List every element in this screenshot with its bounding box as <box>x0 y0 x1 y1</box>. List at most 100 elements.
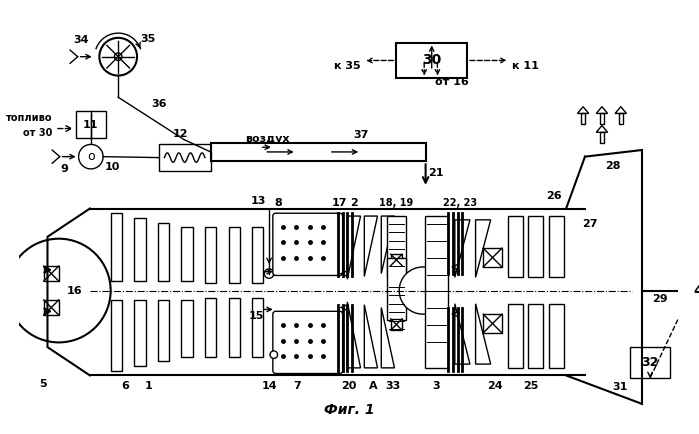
Text: 3: 3 <box>433 381 440 391</box>
Circle shape <box>115 53 122 60</box>
Text: 31: 31 <box>612 381 628 391</box>
Text: Фиг. 1: Фиг. 1 <box>324 403 375 417</box>
Text: 17: 17 <box>332 197 347 208</box>
Polygon shape <box>205 298 216 357</box>
Polygon shape <box>110 213 122 281</box>
Text: 18, 19: 18, 19 <box>380 197 414 208</box>
Bar <box>600 113 604 124</box>
Bar <box>581 113 585 124</box>
Polygon shape <box>158 223 169 281</box>
Text: 5: 5 <box>39 379 47 389</box>
Circle shape <box>7 239 110 342</box>
Bar <box>387 216 406 277</box>
Bar <box>396 43 467 79</box>
Bar <box>44 300 59 315</box>
Text: от 30: от 30 <box>23 128 52 138</box>
Text: 12: 12 <box>172 129 188 139</box>
Text: 1: 1 <box>145 381 152 391</box>
Text: к 35: к 35 <box>334 61 361 71</box>
Text: 26: 26 <box>546 191 561 201</box>
Polygon shape <box>181 227 193 281</box>
Bar <box>44 266 59 281</box>
Polygon shape <box>252 227 264 283</box>
Text: 35: 35 <box>140 33 155 43</box>
Text: 37: 37 <box>354 130 369 140</box>
Text: от 16: от 16 <box>435 77 468 87</box>
Bar <box>681 267 699 314</box>
Text: 14: 14 <box>261 381 277 391</box>
Polygon shape <box>528 216 543 277</box>
Polygon shape <box>158 300 169 361</box>
Text: 15: 15 <box>249 311 264 321</box>
Text: 16: 16 <box>66 286 82 296</box>
Text: 28: 28 <box>605 161 621 171</box>
Text: 2: 2 <box>350 197 358 208</box>
Bar <box>483 248 502 267</box>
Bar <box>75 112 106 138</box>
Polygon shape <box>181 300 193 357</box>
Polygon shape <box>134 300 145 366</box>
Bar <box>210 142 426 161</box>
Text: топливо: топливо <box>6 113 52 123</box>
Text: 21: 21 <box>428 168 444 178</box>
Bar <box>391 319 402 330</box>
Circle shape <box>270 351 278 358</box>
Polygon shape <box>364 305 377 368</box>
Bar <box>619 113 623 124</box>
Polygon shape <box>507 304 523 368</box>
Polygon shape <box>110 300 122 371</box>
Text: 25: 25 <box>524 381 539 391</box>
Polygon shape <box>381 308 394 368</box>
Polygon shape <box>507 216 523 277</box>
Text: 22, 23: 22, 23 <box>443 197 477 208</box>
Text: 29: 29 <box>653 294 668 304</box>
Circle shape <box>399 267 447 314</box>
FancyBboxPatch shape <box>273 311 343 374</box>
Polygon shape <box>475 220 491 277</box>
Text: 34: 34 <box>73 36 89 46</box>
Polygon shape <box>381 216 394 273</box>
Bar <box>600 132 604 142</box>
Bar <box>483 314 502 333</box>
Polygon shape <box>205 227 216 283</box>
Polygon shape <box>229 227 240 283</box>
Bar <box>391 254 402 266</box>
Text: 27: 27 <box>582 219 598 230</box>
Circle shape <box>264 269 274 278</box>
Polygon shape <box>134 218 145 281</box>
Text: 33: 33 <box>385 381 401 391</box>
Text: 36: 36 <box>151 99 166 108</box>
Text: 11: 11 <box>83 120 99 130</box>
Text: 20: 20 <box>342 381 357 391</box>
Text: 7: 7 <box>294 381 301 391</box>
Bar <box>159 145 210 171</box>
Text: 30: 30 <box>422 53 441 67</box>
Text: к 11: к 11 <box>512 61 539 71</box>
Text: 6: 6 <box>121 381 129 391</box>
Text: А: А <box>368 381 377 391</box>
Polygon shape <box>229 298 240 357</box>
Text: о: о <box>87 150 94 163</box>
Polygon shape <box>455 304 470 364</box>
FancyBboxPatch shape <box>273 213 343 276</box>
Polygon shape <box>549 216 564 277</box>
Text: 4: 4 <box>693 283 699 298</box>
Text: 13: 13 <box>251 196 266 206</box>
Polygon shape <box>252 298 264 357</box>
Text: 10: 10 <box>105 162 120 172</box>
Bar <box>387 259 406 320</box>
Polygon shape <box>549 304 564 368</box>
Text: 8: 8 <box>275 197 282 208</box>
Bar <box>630 347 670 378</box>
Polygon shape <box>364 216 377 276</box>
Text: 32: 32 <box>642 356 658 369</box>
Text: 9: 9 <box>61 164 69 174</box>
Text: воздух: воздух <box>245 134 290 144</box>
Polygon shape <box>347 302 361 368</box>
Polygon shape <box>455 220 470 277</box>
Polygon shape <box>528 304 543 368</box>
Polygon shape <box>347 216 361 279</box>
Text: 24: 24 <box>487 381 503 391</box>
Circle shape <box>78 145 103 169</box>
Polygon shape <box>475 304 491 364</box>
